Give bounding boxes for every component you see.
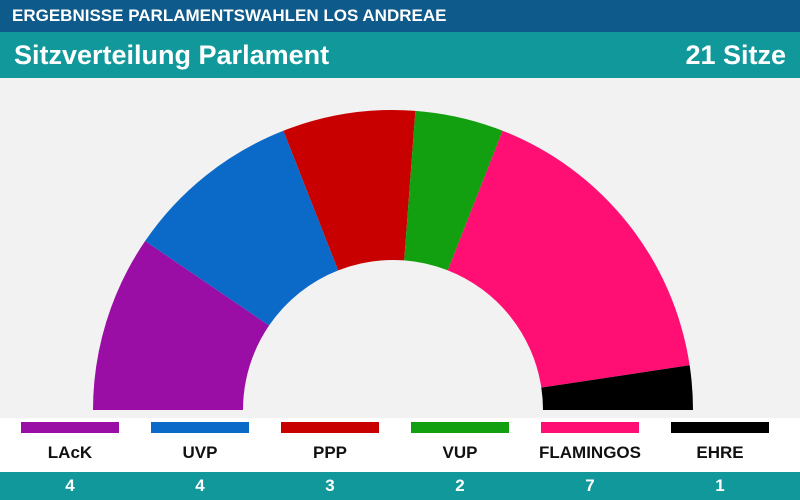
legend-label: FLAMINGOS xyxy=(539,443,641,462)
chart-title: Sitzverteilung Parlament xyxy=(14,39,330,70)
plot-area xyxy=(0,78,800,418)
legend-label: LAcK xyxy=(47,443,93,462)
legend-item-uvp: UVP xyxy=(135,418,265,472)
legend-item-ppp: PPP xyxy=(265,418,395,472)
legend: LAcK UVP PPP VUP FLAMINGOS EHRE xyxy=(0,418,800,472)
legend-swatch xyxy=(411,422,509,433)
seat-slice-flamingos xyxy=(447,130,690,388)
legend-item-flamingos: FLAMINGOS xyxy=(525,418,655,472)
legend-label: VUP xyxy=(442,443,478,462)
legend-swatch xyxy=(541,422,639,433)
chart-header: Sitzverteilung Parlament 21 Sitze xyxy=(0,32,800,78)
seat-slice-uvp xyxy=(145,130,339,326)
seat-count-ppp: 3 xyxy=(325,476,335,495)
seat-count-row: 4 4 3 2 7 1 xyxy=(0,472,800,500)
legend-label: UVP xyxy=(182,443,218,462)
seat-count-lack: 4 xyxy=(65,476,75,495)
hemicycle-chart xyxy=(93,110,693,410)
total-seats: 21 Sitze xyxy=(685,39,786,70)
legend-label: EHRE xyxy=(696,443,744,462)
seat-count-flamingos: 7 xyxy=(585,476,595,495)
seat-slice-vup xyxy=(404,110,503,271)
seat-slice-ppp xyxy=(283,110,416,271)
legend-item-vup: VUP xyxy=(395,418,525,472)
seat-slice-ehre xyxy=(541,365,693,410)
legend-item-lack: LAcK xyxy=(5,418,135,472)
legend-swatch xyxy=(671,422,769,433)
seat-count-ehre: 1 xyxy=(715,476,725,495)
legend-swatch xyxy=(281,422,379,433)
legend-swatch xyxy=(151,422,249,433)
legend-label: PPP xyxy=(312,443,348,462)
seat-slice-lack xyxy=(93,241,270,410)
seat-count-vup: 2 xyxy=(455,476,465,495)
legend-item-ehre: EHRE xyxy=(655,418,785,472)
banner-title: ERGEBNISSE PARLAMENTSWAHLEN LOS ANDREAE xyxy=(12,6,447,25)
seat-count-uvp: 4 xyxy=(195,476,205,495)
election-banner: ERGEBNISSE PARLAMENTSWAHLEN LOS ANDREAE xyxy=(0,0,800,32)
legend-swatch xyxy=(21,422,119,433)
